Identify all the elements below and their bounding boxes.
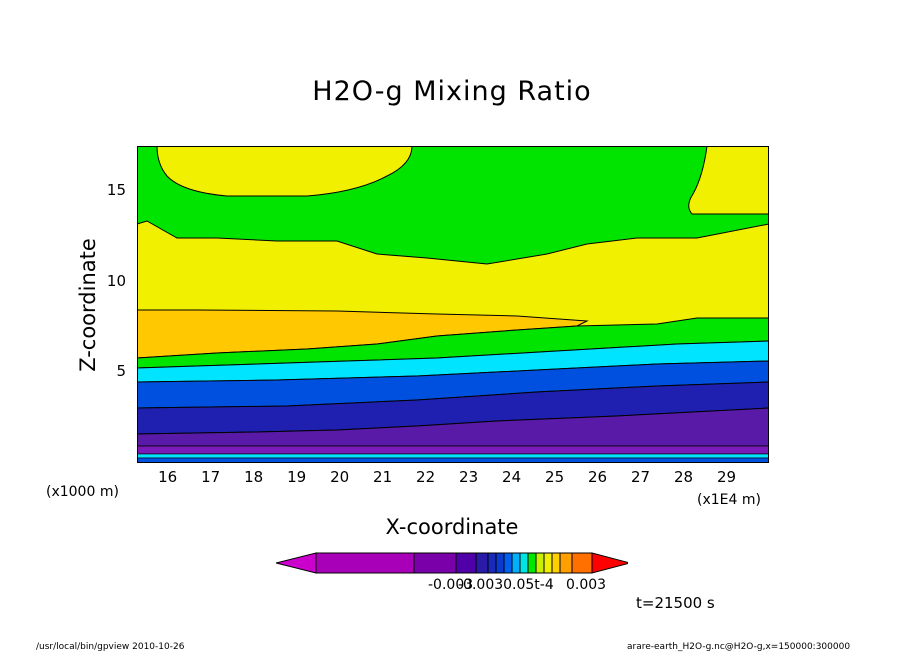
contour-band-yellow-top-right bbox=[688, 146, 769, 215]
x-tick-label: 26 bbox=[588, 468, 608, 486]
contour-band-cyan-bottom bbox=[137, 453, 769, 459]
colorbar-swatch bbox=[511, 552, 521, 574]
colorbar-swatch bbox=[543, 552, 553, 574]
y-axis-label: Z-coordinate bbox=[76, 238, 100, 372]
y-tick-label: 10 bbox=[106, 271, 126, 290]
colorbar-label: -0.0030.05t-4 bbox=[458, 577, 554, 593]
y-tick-label: 5 bbox=[116, 362, 126, 381]
colorbar-swatch bbox=[527, 552, 537, 574]
x-axis-label: X-coordinate bbox=[385, 515, 519, 539]
x-tick-label: 24 bbox=[502, 468, 522, 486]
x-tick-label: 16 bbox=[158, 468, 178, 486]
colorbar-swatch bbox=[495, 552, 505, 574]
colorbar-swatch bbox=[551, 552, 561, 574]
plot-frame bbox=[137, 146, 769, 463]
contour-band-blue-bottom bbox=[137, 457, 769, 463]
x-tick-label: 20 bbox=[330, 468, 350, 486]
x-tick-label: 25 bbox=[545, 468, 565, 486]
colorbar-swatch bbox=[519, 552, 529, 574]
colorbar-swatch bbox=[591, 552, 628, 574]
colorbar-swatch bbox=[571, 552, 593, 574]
colorbar-swatch bbox=[475, 552, 489, 574]
time-label: t=21500 s bbox=[636, 594, 715, 612]
colorbar-swatch bbox=[487, 552, 497, 574]
chart-title: H2O-g Mixing Ratio bbox=[312, 76, 592, 107]
colorbar-swatch bbox=[503, 552, 513, 574]
contour-band-yellow-top-left bbox=[156, 146, 413, 197]
colorbar-swatch bbox=[276, 552, 317, 574]
colorbar-label: 0.003 bbox=[566, 577, 607, 593]
contour-plot bbox=[137, 146, 769, 463]
x-tick-label: 19 bbox=[287, 468, 307, 486]
colorbar-swatch bbox=[455, 552, 477, 574]
colorbar-swatch bbox=[559, 552, 573, 574]
colorbar-label: -0.003 bbox=[428, 577, 474, 593]
x-tick-label: 28 bbox=[674, 468, 694, 486]
x-tick-label: 22 bbox=[416, 468, 436, 486]
x-tick-label: 17 bbox=[201, 468, 221, 486]
contour-band-violet-bottom bbox=[137, 445, 769, 455]
x-tick-label: 21 bbox=[373, 468, 393, 486]
colorbar-swatch bbox=[315, 552, 415, 574]
colorbar-swatch bbox=[535, 552, 545, 574]
x-tick-label: 23 bbox=[459, 468, 479, 486]
footer-left: /usr/local/bin/gpview 2010-10-26 bbox=[36, 642, 185, 652]
footer-right: arare-earth_H2O-g.nc@H2O-g,x=150000:3000… bbox=[627, 642, 851, 652]
colorbar bbox=[276, 552, 628, 574]
x-unit-right: (x1E4 m) bbox=[697, 492, 761, 508]
x-tick-label: 29 bbox=[717, 468, 737, 486]
colorbar-swatch bbox=[413, 552, 457, 574]
x-unit-left: (x1000 m) bbox=[46, 484, 119, 500]
y-tick-label: 15 bbox=[106, 181, 126, 200]
x-tick-label: 18 bbox=[244, 468, 264, 486]
x-tick-label: 27 bbox=[631, 468, 651, 486]
